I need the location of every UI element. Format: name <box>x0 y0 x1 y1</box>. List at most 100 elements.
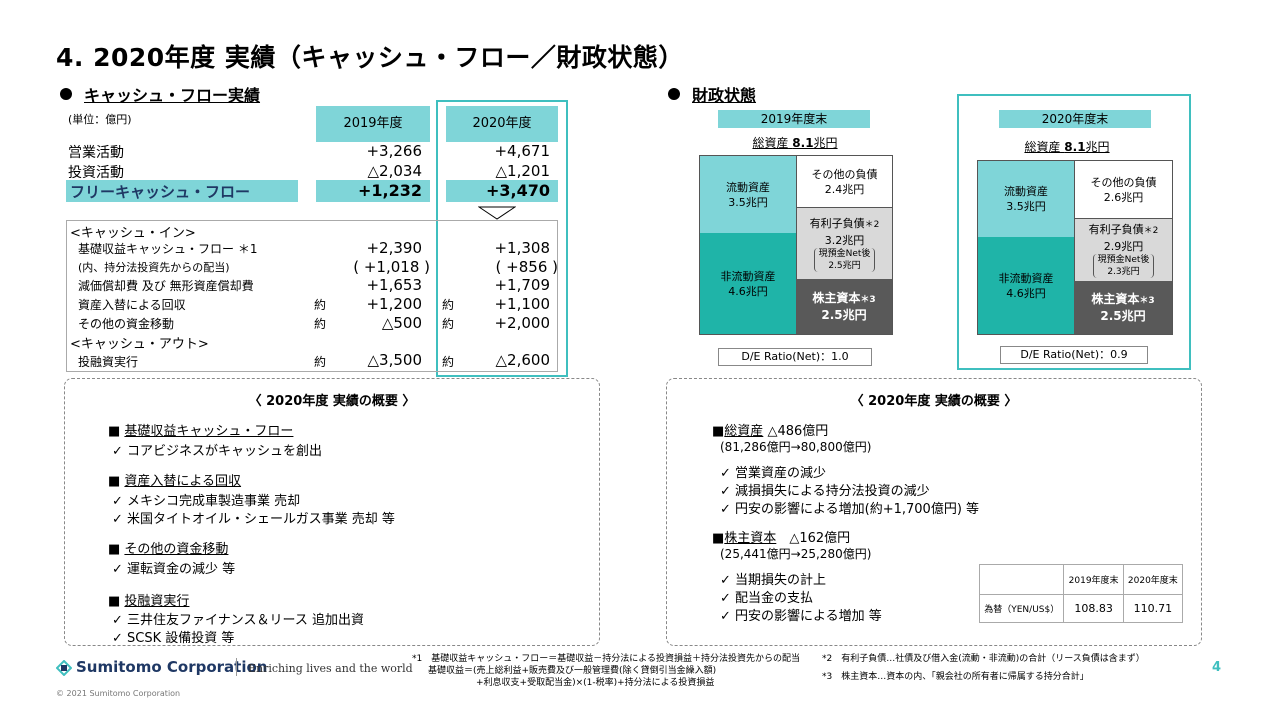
cash-out-heading: <キャッシュ・アウト> <box>70 337 209 352</box>
fp-summary-item: ✓ 円安の影響による増加(約+1,700億円) 等 <box>720 502 980 517</box>
bs2019-other-liabilities: その他の負債 2.4兆円 <box>796 156 892 208</box>
bs2020-equity: 株主資本＊3 2.5兆円 <box>1074 281 1172 334</box>
cf-summary-item: ✓ メキシコ完成車製造事業 売却 <box>112 494 301 509</box>
bs2019-noncurrent-assets: 非流動資産 4.6兆円 <box>700 233 796 334</box>
cf-row-2019: +3,266 <box>366 142 422 160</box>
page-number: 4 <box>1212 660 1222 675</box>
fp-summary-asset-detail: (81,286億円→80,800億円) <box>720 440 872 454</box>
cash-detail-box <box>66 220 558 372</box>
bs2019-header: 2019年度末 <box>718 110 870 128</box>
in-row-label: (内、持分法投資先からの配当) <box>78 261 230 274</box>
in-row-2019: +2,390 <box>366 239 422 257</box>
bs2020-de-ratio: D/E Ratio(Net)：0.9 <box>1000 346 1148 364</box>
out-row-label: 投融資実行 <box>78 355 139 369</box>
in-row-2020: +1,100 <box>494 295 550 313</box>
bullet-dot-icon <box>60 88 72 100</box>
highlight-frame-2020 <box>436 100 568 377</box>
out-row-2019: △3,500 <box>367 351 422 369</box>
bs2020-net-debt: 現預金Net後 2.3兆円 <box>1092 254 1155 278</box>
bs2020-other-liabilities: その他の負債 2.6兆円 <box>1074 161 1172 219</box>
copyright: © 2021 Sumitomo Corporation <box>56 689 181 698</box>
fp-summary-item: ✓ 配当金の支払 <box>720 591 814 606</box>
bs2019-current-assets: 流動資産 3.5兆円 <box>700 156 796 233</box>
fx-value-2020: 110.71 <box>1122 594 1184 623</box>
bs2019-de-ratio: D/E Ratio(Net)：1.0 <box>718 348 872 366</box>
page-title: 4. 2020年度 実績（キャッシュ・フロー／財政状態） <box>56 43 684 72</box>
fx-header-2020: 2020年度末 <box>1122 564 1184 595</box>
cf-row-label: 営業活動 <box>68 145 124 161</box>
cf-summary-item: ✓ 三井住友ファイナンス＆リース 追加出資 <box>112 613 364 628</box>
bs2020-header: 2020年度末 <box>999 110 1151 128</box>
cf-summary-head: ■ 投融資実行 <box>108 594 190 609</box>
fcf-label: フリーキャッシュ・フロー <box>70 183 251 201</box>
cf-summary-head: ■ その他の資金移動 <box>108 542 229 557</box>
cf-summary-title: 〈 2020年度 実績の概要 〉 <box>248 394 416 409</box>
footnote-1-formula: 基礎収益＝(売上総利益+販売費及び一般管理費(除く貸倒引当金繰入額) <box>428 666 717 676</box>
financial-section-heading: 財政状態 <box>668 82 756 106</box>
fp-summary-item: ✓ 円安の影響による増加 等 <box>720 609 882 624</box>
bs2019-net-debt: 現預金Net後 2.5兆円 <box>813 247 876 272</box>
approx-2019: 約 <box>314 298 327 312</box>
bs2020-current-assets: 流動資産 3.5兆円 <box>978 161 1074 237</box>
in-row-label: 基礎収益キャッシュ・フロー ＊1 <box>78 242 258 256</box>
in-row-2020: +2,000 <box>494 314 550 332</box>
fcf-label-bar <box>66 180 298 202</box>
in-row-2019: ( +1,018 ) <box>353 258 430 276</box>
fp-summary-item: ✓ 減損損失による持分法投資の減少 <box>720 484 930 499</box>
bullet-dot-icon <box>668 88 680 100</box>
cf-summary-head: ■ 資産入替による回収 <box>108 474 242 489</box>
cf-row-2020: +4,671 <box>494 142 550 160</box>
logo-divider <box>236 658 237 676</box>
company-tagline: Enriching lives and the world <box>248 662 413 675</box>
bs2020-total: 総資産 8.1兆円 <box>1024 140 1110 154</box>
cf-summary-item: ✓ コアビジネスがキャッシュを創出 <box>112 444 323 459</box>
in-row-2019: +1,653 <box>366 276 422 294</box>
in-row-label: その他の資金移動 <box>78 317 175 331</box>
in-row-2019: +1,200 <box>366 295 422 313</box>
column-header-2019: 2019年度 <box>316 106 430 142</box>
footnote-1: *1 基礎収益キャッシュ・フロー＝基礎収益－持分法による投資損益＋持分法投資先か… <box>412 654 800 664</box>
cf-row-label: 投資活動 <box>68 165 124 181</box>
cash-in-heading: <キャッシュ・イン> <box>70 226 196 241</box>
sumitomo-logo-icon <box>56 660 72 676</box>
cf-summary-item: ✓ 運転資金の減少 等 <box>112 562 236 577</box>
highlight-frame-bs2020 <box>957 94 1191 370</box>
fx-header-2019: 2019年度末 <box>1063 564 1124 595</box>
in-row-label: 資産入替による回収 <box>78 298 186 312</box>
cf-row-2020: △1,201 <box>495 162 550 180</box>
company-logo-text: Sumitomo Corporation <box>76 658 268 676</box>
fp-summary-box <box>666 378 1202 646</box>
bs2019-equity: 株主資本＊3 2.5兆円 <box>796 279 892 334</box>
bs2019-frame <box>699 155 893 335</box>
out-row-2020: △2,600 <box>495 351 550 369</box>
cf-summary-item: ✓ SCSK 設備投資 等 <box>112 631 235 646</box>
approx-2020: 約 <box>442 317 455 331</box>
fp-summary-asset-head: ■総資産 △486億円 <box>712 424 829 439</box>
in-row-2020: ( +856 ) <box>495 258 558 276</box>
bs2020-frame <box>977 160 1173 335</box>
footnote-1-formula-cont: +利息収支+受取配当金)×(1-税率)+持分法による投資損益 <box>476 678 715 688</box>
fcf-2020-bar <box>446 180 558 202</box>
fp-summary-equity-head: ■株主資本 △162億円 <box>712 531 851 546</box>
fcf-2020: +3,470 <box>485 181 550 200</box>
cashflow-section-heading: キャッシュ・フロー実績 <box>60 82 260 106</box>
fp-summary-equity-detail: (25,441億円→25,280億円) <box>720 547 872 561</box>
fx-label: 為替（YEN/US$） <box>978 594 1065 623</box>
footnote-2: *2 有利子負債…社債及び借入金(流動・非流動)の合計（リース負債は含まず） <box>822 654 1145 664</box>
fx-rate-table: 2019年度末 2020年度末 為替（YEN/US$） 108.83 110.7… <box>978 564 1184 623</box>
approx-2019: 約 <box>314 355 327 369</box>
in-row-label: 減価償却費 及び 無形資産償却費 <box>78 279 254 293</box>
fp-summary-item: ✓ 営業資産の減少 <box>720 466 827 481</box>
approx-2020: 約 <box>442 355 455 369</box>
cf-summary-head: ■ 基礎収益キャッシュ・フロー <box>108 424 294 439</box>
down-triangle-icon <box>478 206 516 220</box>
cf-summary-item: ✓ 米国タイトオイル・シェールガス事業 売却 等 <box>112 512 395 527</box>
cf-row-2019: △2,034 <box>367 162 422 180</box>
fcf-2019: +1,232 <box>357 181 422 200</box>
fp-summary-title: 〈 2020年度 実績の概要 〉 <box>850 394 1018 409</box>
bs2019-total: 総資産 8.1兆円 <box>752 136 838 150</box>
in-row-2019: △500 <box>381 314 422 332</box>
bs2019-interest-bearing-debt: 有利子負債＊2 3.2兆円 現預金Net後 2.5兆円 <box>796 208 892 279</box>
footnote-3: *3 株主資本…資本の内、「親会社の所有者に帰属する持分合計」 <box>822 672 1089 682</box>
fx-value-2019: 108.83 <box>1063 594 1124 623</box>
